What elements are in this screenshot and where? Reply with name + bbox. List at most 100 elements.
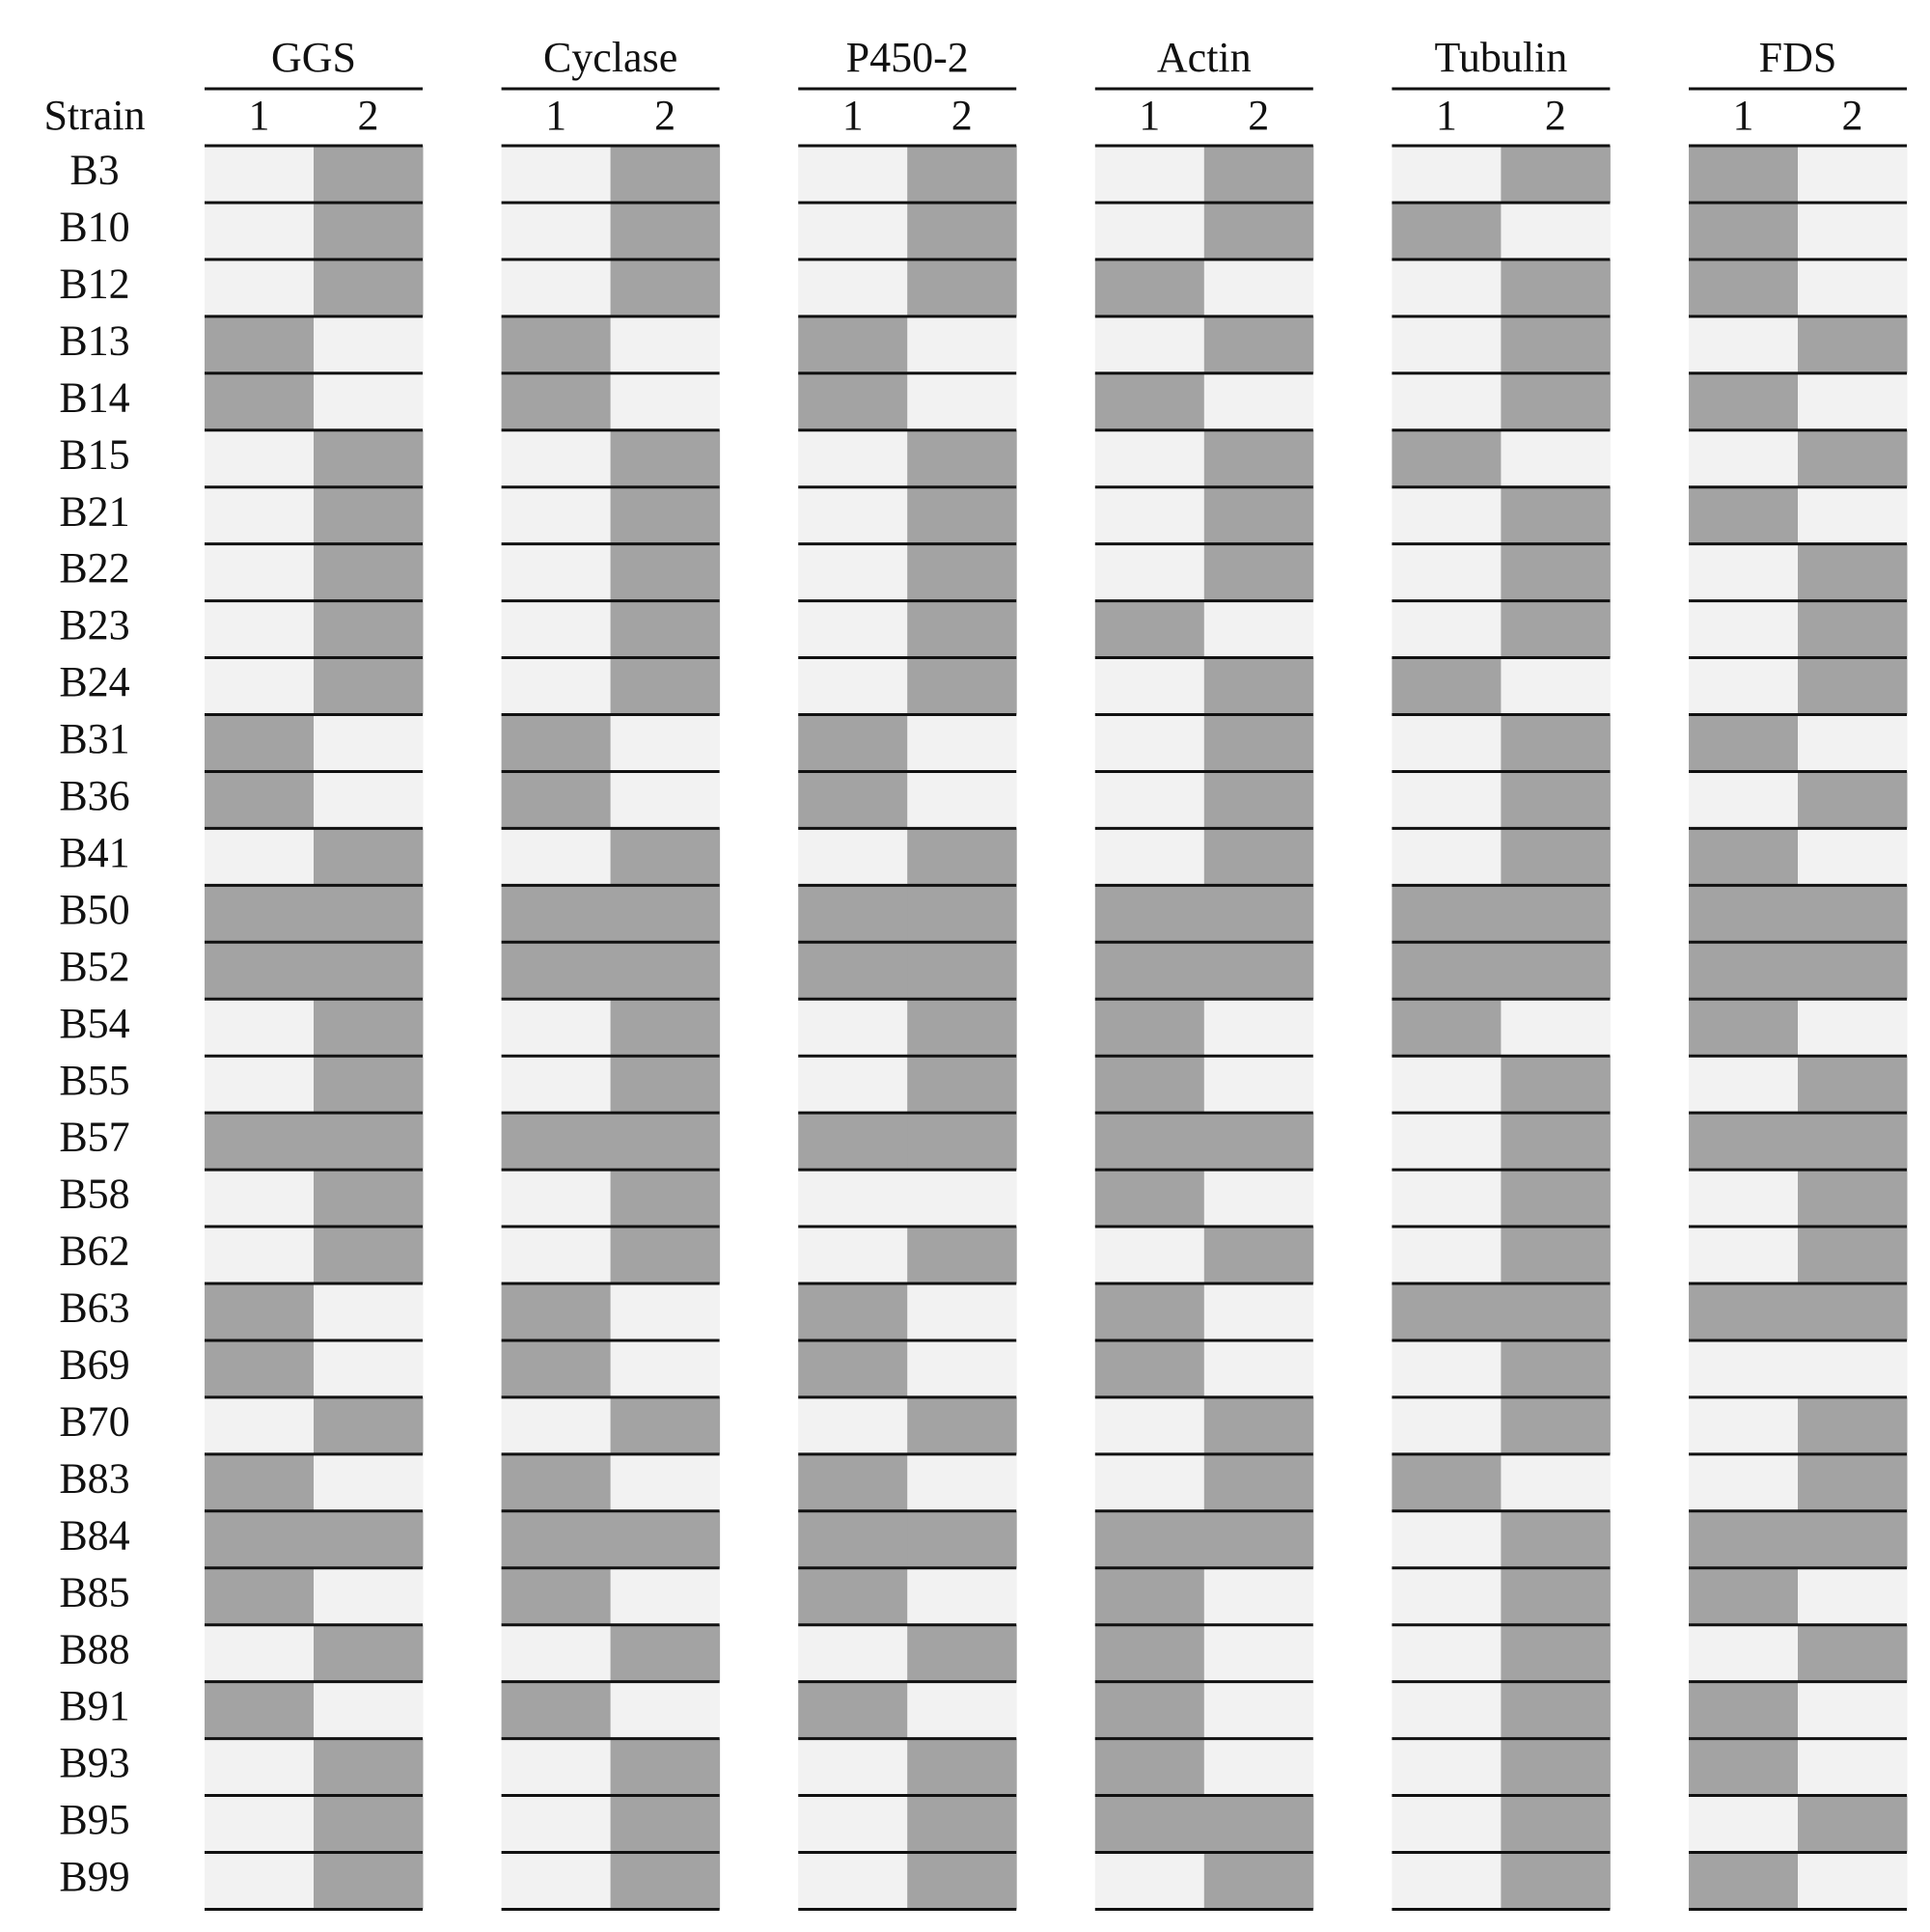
allele-cell	[1798, 657, 1908, 715]
allele-cell	[1798, 714, 1908, 772]
allele-cell	[1501, 1339, 1611, 1397]
allele-cell	[1798, 486, 1908, 544]
allele-cell	[1798, 259, 1908, 317]
allele-cell	[1689, 543, 1799, 601]
allele-cell	[1501, 771, 1611, 829]
allele-label: 2	[1248, 92, 1269, 139]
allele-cell	[1392, 1852, 1502, 1910]
allele-cell	[610, 1510, 721, 1568]
allele-cell	[1689, 1283, 1799, 1340]
allele-cell	[1203, 1283, 1314, 1340]
allele-cell	[1689, 259, 1799, 317]
allele-cell	[314, 1113, 424, 1171]
gene-name: Actin	[1157, 34, 1252, 81]
allele-cell	[610, 1056, 721, 1114]
allele-cell	[1689, 1339, 1799, 1397]
allele-cell	[1798, 1227, 1908, 1283]
allele-cell	[1689, 373, 1799, 430]
allele-cell	[610, 714, 721, 772]
allele-cell	[205, 1567, 315, 1625]
allele-cell	[1392, 202, 1502, 260]
allele-cell	[1094, 543, 1205, 601]
allele-cell	[501, 1510, 612, 1568]
allele-cell	[1501, 259, 1611, 317]
allele-cell	[1689, 316, 1799, 373]
allele-cell	[1689, 714, 1799, 772]
strain-label: B41	[59, 829, 129, 876]
allele-cell	[1798, 1624, 1908, 1682]
allele-cell	[1501, 543, 1611, 601]
allele-cell	[907, 1738, 1017, 1796]
allele-label: 1	[249, 92, 270, 139]
allele-cell	[314, 828, 424, 886]
allele-cell	[1392, 1795, 1502, 1853]
allele-cell	[610, 1453, 721, 1511]
allele-cell	[798, 1170, 908, 1228]
allele-cell	[610, 942, 721, 1000]
allele-cell	[610, 202, 721, 260]
allele-cell	[1689, 1852, 1799, 1910]
allele-cell	[501, 429, 612, 487]
allele-cell	[1203, 1339, 1314, 1397]
allele-cell	[907, 1567, 1017, 1625]
allele-cell	[205, 1396, 315, 1454]
allele-cell	[1203, 1567, 1314, 1625]
allele-cell	[314, 429, 424, 487]
allele-cell	[314, 1567, 424, 1625]
allele-cell	[1392, 885, 1502, 943]
allele-cell	[314, 1227, 424, 1283]
allele-cell	[1392, 942, 1502, 1000]
allele-cell	[798, 1453, 908, 1511]
strain-label: B95	[59, 1796, 129, 1843]
allele-cell	[1501, 657, 1611, 715]
allele-label: 1	[545, 92, 566, 139]
allele-cell	[1203, 429, 1314, 487]
allele-cell	[798, 1283, 908, 1340]
allele-cell	[1501, 1056, 1611, 1114]
allele-cell	[501, 999, 612, 1057]
allele-cell	[1689, 429, 1799, 487]
allele-cell	[1501, 714, 1611, 772]
allele-cell	[1094, 1396, 1205, 1454]
allele-cell	[1689, 1510, 1799, 1568]
allele-cell	[610, 146, 721, 203]
allele-cell	[205, 1624, 315, 1682]
allele-cell	[314, 543, 424, 601]
allele-cell	[610, 1681, 721, 1739]
allele-cell	[610, 771, 721, 829]
allele-cell	[1203, 1170, 1314, 1228]
allele-label: 2	[951, 92, 973, 139]
allele-cell	[907, 202, 1017, 260]
allele-cell	[610, 1852, 721, 1910]
allele-cell	[205, 1738, 315, 1796]
allele-cell	[907, 259, 1017, 317]
allele-cell	[1094, 316, 1205, 373]
allele-cell	[798, 828, 908, 886]
allele-cell	[1203, 885, 1314, 943]
allele-cell	[1501, 1283, 1611, 1340]
allele-cell	[798, 1852, 908, 1910]
allele-cell	[1798, 373, 1908, 430]
allele-cell	[1094, 885, 1205, 943]
allele-cell	[907, 1227, 1017, 1283]
strain-label: B83	[59, 1454, 129, 1502]
allele-cell	[314, 885, 424, 943]
allele-cell	[798, 1795, 908, 1853]
allele-cell	[1689, 1738, 1799, 1796]
strain-label: B99	[59, 1853, 129, 1900]
gene-name: GGS	[271, 34, 356, 81]
allele-cell	[1094, 942, 1205, 1000]
allele-cell	[314, 202, 424, 260]
allele-cell	[1392, 1453, 1502, 1511]
allele-cell	[907, 543, 1017, 601]
allele-cell	[1689, 1624, 1799, 1682]
allele-cell	[1798, 1852, 1908, 1910]
allele-cell	[501, 828, 612, 886]
allele-cell	[1689, 1396, 1799, 1454]
strain-label: B15	[59, 430, 129, 478]
allele-cell	[314, 714, 424, 772]
allele-cell	[1203, 1510, 1314, 1568]
allele-cell	[1392, 316, 1502, 373]
allele-cell	[205, 429, 315, 487]
allele-cell	[1501, 999, 1611, 1057]
